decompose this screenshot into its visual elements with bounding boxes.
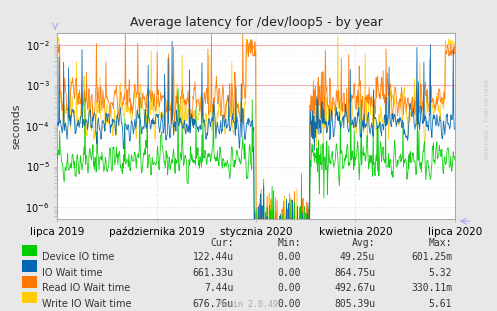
Text: 5.32: 5.32 (429, 267, 452, 278)
Text: 49.25u: 49.25u (340, 252, 375, 262)
Text: 0.00: 0.00 (277, 267, 301, 278)
Text: 661.33u: 661.33u (192, 267, 234, 278)
Text: 122.44u: 122.44u (192, 252, 234, 262)
Text: RRDTOOL / TOBI OETIKER: RRDTOOL / TOBI OETIKER (485, 78, 490, 159)
Text: 5.61: 5.61 (429, 299, 452, 309)
Text: Cur:: Cur: (210, 238, 234, 248)
Title: Average latency for /dev/loop5 - by year: Average latency for /dev/loop5 - by year (130, 16, 382, 29)
FancyBboxPatch shape (22, 276, 37, 287)
Text: 7.44u: 7.44u (204, 283, 234, 293)
Text: Min:: Min: (277, 238, 301, 248)
Text: 864.75u: 864.75u (334, 267, 375, 278)
Text: 0.00: 0.00 (277, 283, 301, 293)
Y-axis label: seconds: seconds (11, 103, 21, 149)
Text: IO Wait time: IO Wait time (42, 267, 103, 278)
Text: Write IO Wait time: Write IO Wait time (42, 299, 132, 309)
Text: 676.76u: 676.76u (192, 299, 234, 309)
Text: Munin 2.0.49: Munin 2.0.49 (219, 300, 278, 309)
Text: Read IO Wait time: Read IO Wait time (42, 283, 131, 293)
Text: 330.11m: 330.11m (411, 283, 452, 293)
Text: 0.00: 0.00 (277, 299, 301, 309)
FancyBboxPatch shape (22, 291, 37, 303)
Text: 492.67u: 492.67u (334, 283, 375, 293)
Text: Device IO time: Device IO time (42, 252, 115, 262)
Text: 0.00: 0.00 (277, 252, 301, 262)
Text: 805.39u: 805.39u (334, 299, 375, 309)
FancyBboxPatch shape (22, 261, 37, 272)
Text: Max:: Max: (429, 238, 452, 248)
Text: 601.25m: 601.25m (411, 252, 452, 262)
Text: Avg:: Avg: (352, 238, 375, 248)
FancyBboxPatch shape (22, 245, 37, 257)
